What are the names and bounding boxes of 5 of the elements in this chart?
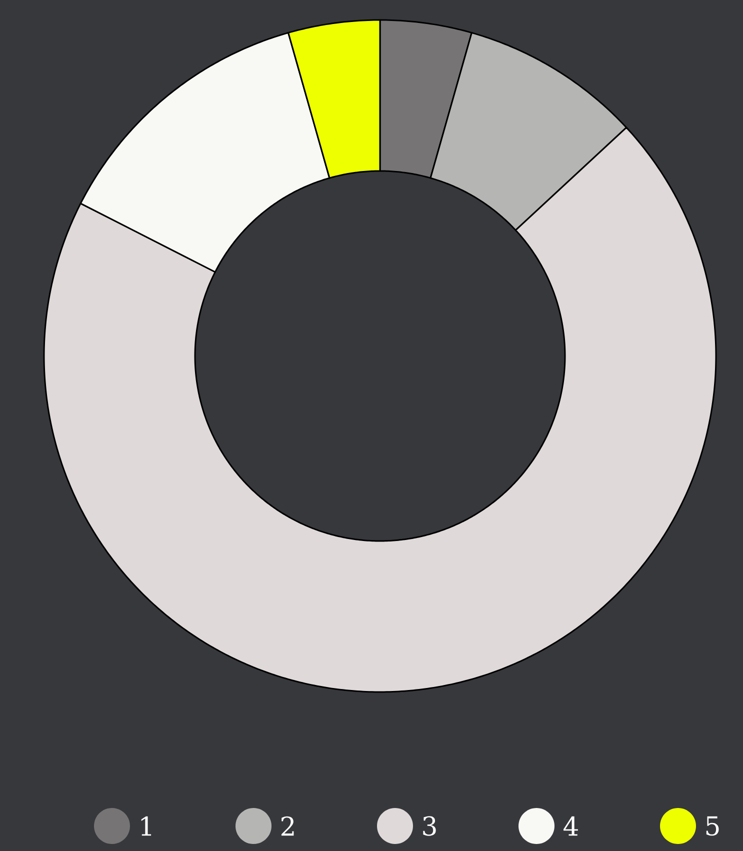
legend-label: 2	[281, 816, 294, 836]
legend-label: 1	[141, 816, 152, 836]
legend-label: 4	[564, 816, 578, 836]
legend-label: 5	[706, 816, 719, 836]
legend-label: 3	[423, 816, 436, 836]
